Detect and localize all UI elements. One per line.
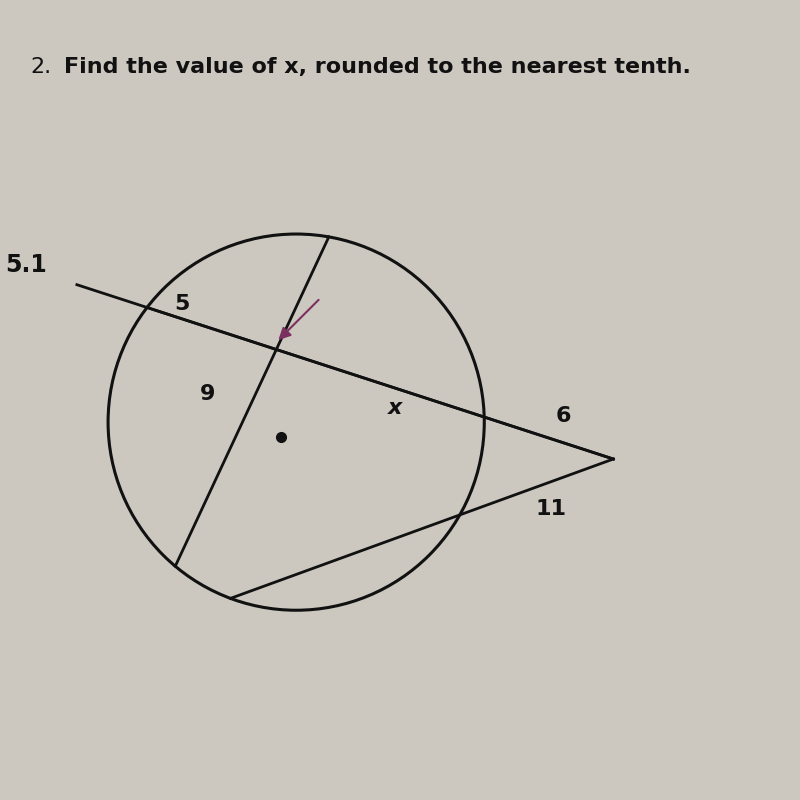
Text: Find the value of x, rounded to the nearest tenth.: Find the value of x, rounded to the near… (64, 57, 690, 77)
Text: 9: 9 (200, 384, 215, 404)
Text: x: x (388, 398, 402, 418)
Text: 2.: 2. (30, 57, 52, 77)
Text: 5: 5 (174, 294, 190, 314)
Text: 5.1: 5.1 (6, 254, 47, 278)
Text: 11: 11 (536, 499, 567, 519)
Text: 6: 6 (556, 406, 571, 426)
